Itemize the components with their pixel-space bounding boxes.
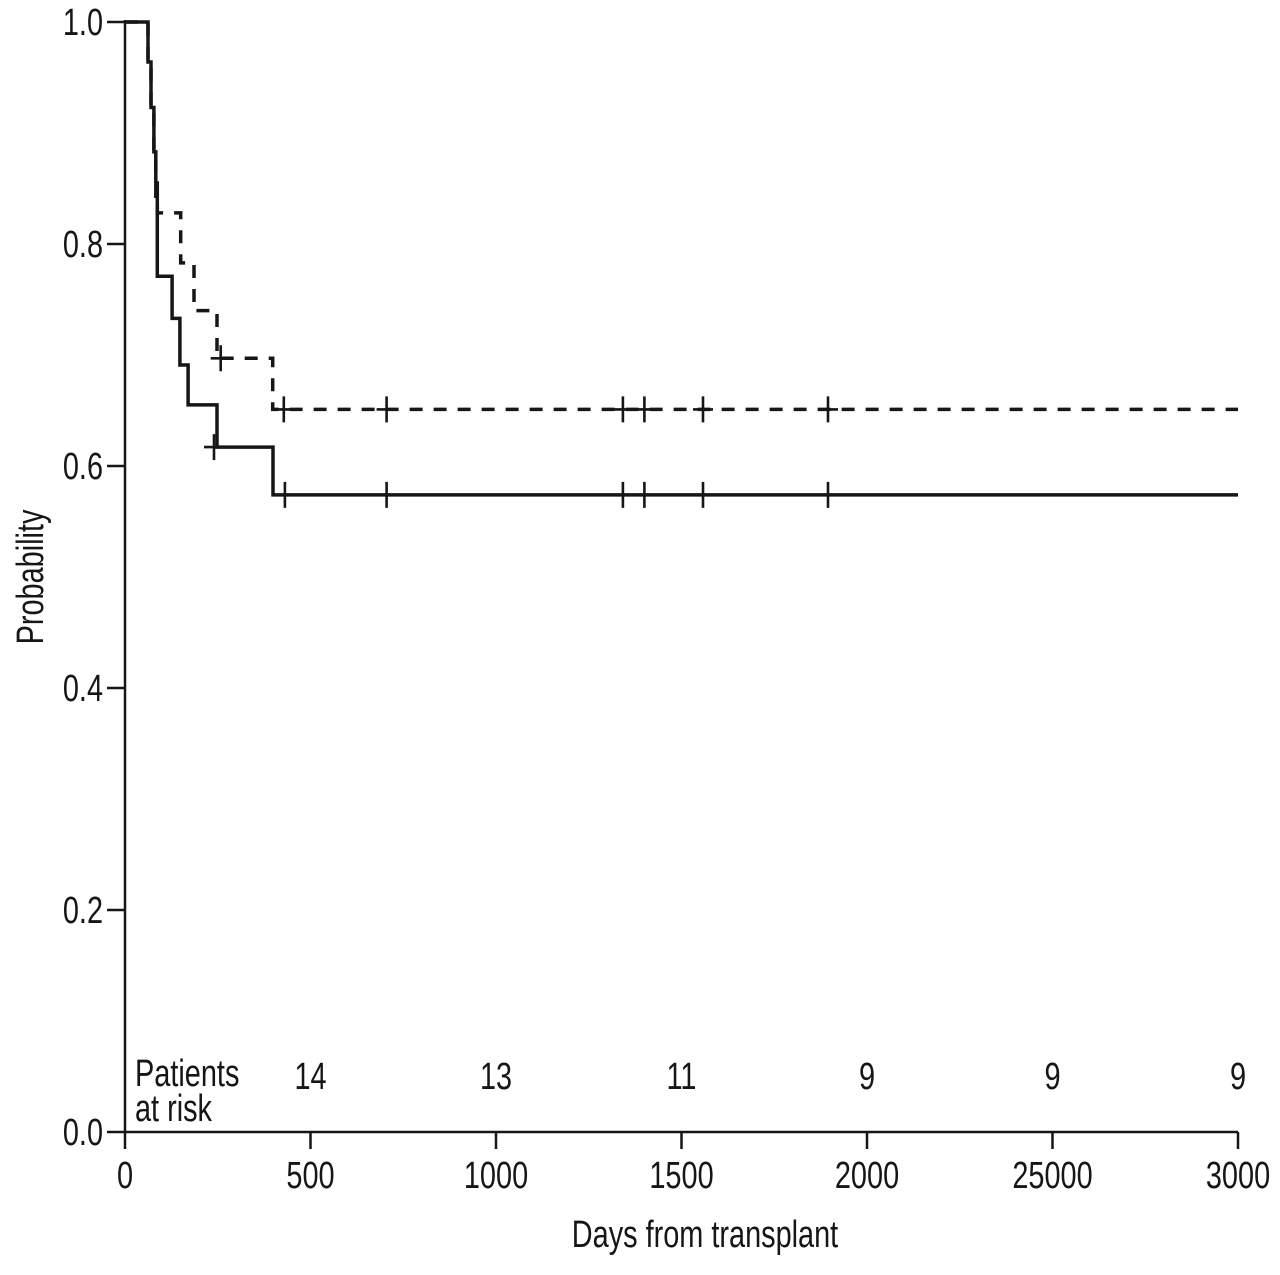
x-axis-title: Days from transplant <box>572 1214 839 1256</box>
series-solid <box>125 20 1238 508</box>
at-risk-count: 9 <box>1230 1056 1246 1098</box>
solid-curve <box>125 20 1238 497</box>
y-axis <box>107 20 127 1134</box>
y-tick-label: 0.6 <box>63 446 103 488</box>
x-tick-label: 3000 <box>1206 1155 1270 1197</box>
y-tick-label: 1.0 <box>63 2 103 44</box>
x-tick-label: 1500 <box>649 1155 713 1197</box>
y-tick-label: 0.4 <box>63 668 103 710</box>
at-risk-label-line2: at risk <box>135 1088 213 1130</box>
y-tick-label: 0.0 <box>63 1112 103 1154</box>
at-risk-count: 9 <box>859 1056 875 1098</box>
solid-censor-marks <box>204 434 838 508</box>
at-risk-count: 9 <box>1044 1056 1060 1098</box>
x-tick-label: 2000 <box>835 1155 899 1197</box>
y-tick-label: 0.2 <box>63 890 103 932</box>
x-tick-label: 1000 <box>464 1155 528 1197</box>
y-axis-title: Probability <box>10 510 52 645</box>
at-risk-count: 11 <box>667 1056 697 1098</box>
y-tick-label: 0.8 <box>63 224 103 266</box>
at-risk-count: 14 <box>294 1056 326 1098</box>
series-dashed <box>125 20 1238 423</box>
x-axis <box>123 1130 1240 1149</box>
dashed-curve <box>125 20 1238 412</box>
x-tick-label: 25000 <box>1012 1155 1092 1197</box>
at-risk-label-line1: Patients <box>135 1053 239 1095</box>
dashed-censor-marks <box>210 345 838 423</box>
x-tick-label: 500 <box>286 1155 334 1197</box>
at-risk-count: 13 <box>480 1056 512 1098</box>
x-tick-label: 0 <box>117 1155 133 1197</box>
